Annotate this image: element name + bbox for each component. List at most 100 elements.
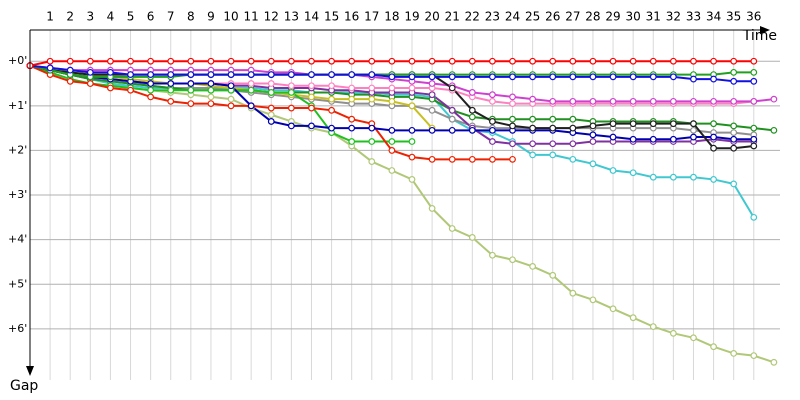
data-point — [669, 329, 677, 337]
data-point — [227, 57, 235, 65]
data-point — [348, 115, 356, 123]
data-point — [408, 126, 416, 134]
data-point — [489, 73, 496, 81]
x-tick-label: 1 — [46, 10, 54, 24]
data-point — [267, 118, 275, 125]
data-point — [448, 73, 456, 81]
data-point — [468, 155, 476, 163]
data-point — [750, 124, 758, 132]
data-point — [428, 91, 436, 99]
data-point — [368, 57, 376, 65]
data-point — [489, 138, 496, 145]
data-point — [107, 68, 114, 76]
data-point — [247, 57, 255, 65]
data-point — [308, 104, 315, 112]
data-point — [589, 73, 597, 81]
data-point — [308, 93, 315, 101]
data-point — [408, 57, 416, 65]
data-point — [448, 84, 456, 92]
data-point — [66, 77, 74, 85]
data-point — [649, 57, 657, 65]
data-point — [770, 126, 778, 134]
data-point — [448, 225, 456, 232]
data-point — [167, 80, 175, 87]
data-point — [348, 84, 356, 92]
data-point — [649, 97, 657, 105]
data-point — [629, 120, 637, 128]
data-point — [388, 147, 396, 154]
data-point — [207, 80, 215, 87]
data-point — [669, 57, 677, 65]
data-point — [388, 167, 396, 174]
data-point — [287, 71, 295, 79]
data-point — [509, 115, 516, 123]
data-point — [609, 73, 617, 81]
data-point — [629, 73, 637, 81]
data-point — [187, 80, 195, 87]
data-point — [569, 289, 577, 297]
data-point — [86, 57, 94, 65]
data-point — [348, 138, 356, 145]
data-point — [569, 97, 577, 105]
data-point — [529, 95, 537, 103]
data-point — [428, 205, 436, 212]
data-point — [388, 138, 396, 145]
data-point — [428, 126, 436, 134]
x-axis-arrow — [760, 26, 770, 34]
data-point — [549, 115, 557, 123]
data-point — [730, 349, 738, 357]
x-tick-label: 6 — [147, 10, 155, 24]
x-tick-label: 25 — [525, 10, 540, 24]
x-tick-label: 12 — [264, 10, 279, 24]
y-axis-arrow — [26, 366, 34, 376]
data-point — [127, 71, 134, 79]
data-point — [690, 57, 697, 65]
data-point — [468, 73, 476, 81]
x-axis-label: Time — [742, 28, 777, 44]
data-point — [468, 113, 476, 121]
data-point — [589, 138, 597, 145]
x-tick-label: 29 — [605, 10, 620, 24]
x-tick-label: 34 — [706, 10, 721, 24]
data-point — [509, 140, 516, 148]
x-tick-label: 10 — [223, 10, 238, 24]
data-point — [669, 97, 677, 105]
data-point — [549, 151, 557, 159]
data-point — [730, 122, 738, 130]
data-point — [328, 71, 335, 79]
data-point — [569, 124, 577, 132]
data-point — [388, 57, 396, 65]
x-tick-label: 13 — [284, 10, 299, 24]
data-point — [730, 135, 738, 143]
x-tick-label: 36 — [746, 10, 761, 24]
data-point — [468, 89, 476, 96]
data-point — [448, 57, 456, 65]
data-point — [308, 71, 315, 79]
data-point — [509, 73, 516, 81]
x-tick-label: 27 — [565, 10, 580, 24]
data-point — [529, 140, 537, 148]
data-point — [730, 68, 738, 76]
x-tick-label: 16 — [344, 10, 359, 24]
data-point — [489, 251, 496, 259]
data-point — [710, 97, 717, 105]
data-point — [46, 64, 54, 72]
data-point — [750, 213, 758, 221]
data-point — [247, 71, 255, 79]
x-tick-label: 17 — [364, 10, 379, 24]
data-point — [649, 135, 657, 143]
data-point — [489, 97, 496, 105]
data-point — [328, 57, 335, 65]
data-point — [147, 86, 155, 94]
data-point — [549, 57, 557, 65]
data-point — [368, 84, 376, 92]
data-point — [509, 93, 516, 101]
data-point — [529, 263, 537, 270]
data-point — [147, 57, 155, 65]
data-point — [468, 57, 476, 65]
data-point — [690, 173, 697, 181]
data-point — [609, 305, 617, 313]
data-point — [489, 91, 496, 99]
data-point — [549, 124, 557, 132]
